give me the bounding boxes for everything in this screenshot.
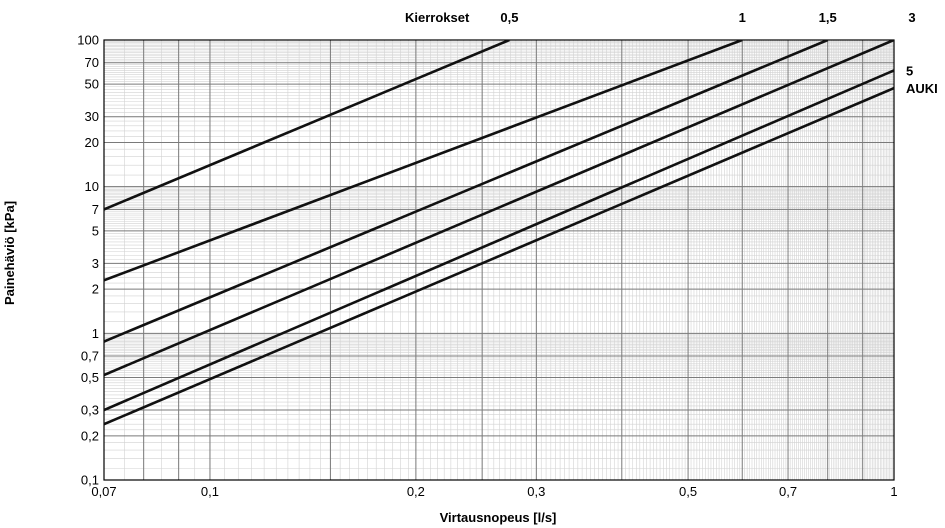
series-line bbox=[104, 40, 743, 282]
y-tick-label: 7 bbox=[92, 202, 99, 217]
series-line bbox=[104, 69, 894, 412]
x-tick-label: 0,2 bbox=[407, 484, 425, 499]
series-label: 5 bbox=[906, 63, 913, 78]
x-tick-label: 1 bbox=[890, 484, 897, 499]
x-tick-label: 0,1 bbox=[201, 484, 219, 499]
series-line bbox=[104, 40, 829, 343]
series-line bbox=[104, 40, 510, 211]
header-label-kierrokset: Kierrokset bbox=[405, 10, 470, 25]
y-tick-label: 0,3 bbox=[81, 403, 99, 418]
y-tick-label: 0,5 bbox=[81, 370, 99, 385]
y-tick-label: 5 bbox=[92, 223, 99, 238]
plot-frame bbox=[103, 39, 895, 481]
y-tick-label: 10 bbox=[85, 179, 99, 194]
series-label: 1,5 bbox=[819, 10, 837, 25]
y-tick-label: 0,1 bbox=[81, 473, 99, 488]
y-tick-label: 50 bbox=[85, 77, 99, 92]
y-tick-label: 0,2 bbox=[81, 428, 99, 443]
y-tick-label: 20 bbox=[85, 135, 99, 150]
y-axis-title: Painehäviö [kPa] bbox=[2, 201, 17, 305]
tick-labels: 0,07 0,1 0,2 0,3 0,5 0,7 10,10,20,30,50,712357… bbox=[77, 33, 897, 500]
x-tick-label: 0,5 bbox=[679, 484, 697, 499]
series-line bbox=[104, 86, 894, 426]
series-label: 0,5 bbox=[500, 10, 518, 25]
y-tick-label: 70 bbox=[85, 55, 99, 70]
y-tick-label: 3 bbox=[92, 256, 99, 271]
y-tick-label: 1 bbox=[92, 326, 99, 341]
x-tick-label: 0,07 bbox=[91, 484, 116, 499]
series-label: 3 bbox=[908, 10, 915, 25]
grid bbox=[103, 39, 895, 481]
x-axis-title: Virtausnopeus [l/s] bbox=[440, 510, 557, 525]
curves bbox=[104, 40, 894, 426]
x-tick-label: 0,3 bbox=[527, 484, 545, 499]
y-tick-label: 30 bbox=[85, 109, 99, 124]
series-label: AUKI bbox=[906, 81, 938, 96]
curve-labels: 0,5 1 1,5 3 5 AUKI bbox=[500, 10, 937, 96]
y-tick-label: 100 bbox=[77, 33, 99, 48]
y-tick-label: 2 bbox=[92, 282, 99, 297]
series-line bbox=[104, 40, 894, 377]
y-tick-label: 0,7 bbox=[81, 349, 99, 364]
x-tick-label: 0,7 bbox=[779, 484, 797, 499]
series-label: 1 bbox=[739, 10, 746, 25]
